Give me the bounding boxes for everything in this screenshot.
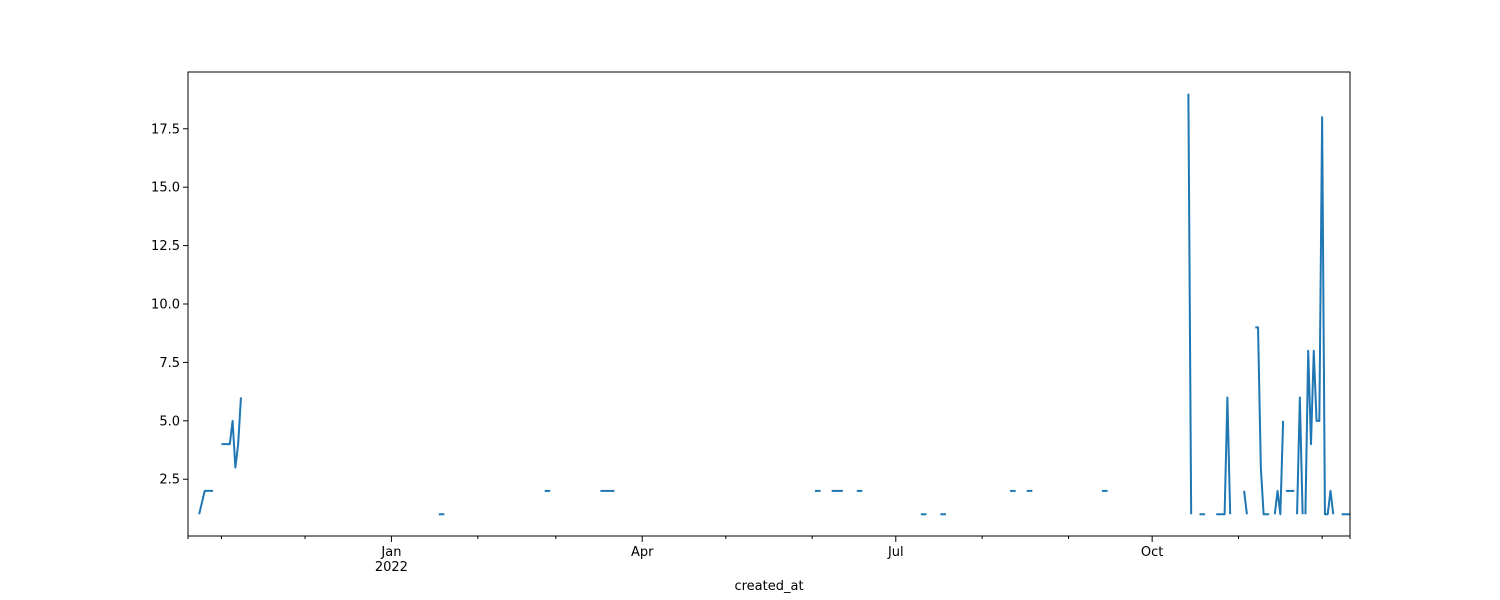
x-tick-sublabel: 2022 xyxy=(375,560,408,575)
x-tick-label: Apr xyxy=(631,545,654,560)
y-tick-label: 10.0 xyxy=(151,298,180,313)
series-line-segment xyxy=(1243,490,1248,515)
series-line-segment xyxy=(1304,116,1335,516)
series-line-segment xyxy=(1296,396,1304,515)
series-line-segment xyxy=(1255,326,1270,516)
series-line-group xyxy=(198,93,1350,516)
plot-frame xyxy=(187,71,1351,537)
series-line-segment xyxy=(1216,396,1232,516)
series-line-segment xyxy=(198,489,214,515)
x-tick-label: Oct xyxy=(1141,545,1163,560)
plot-area xyxy=(198,93,1350,516)
y-tick-label: 5.0 xyxy=(159,414,180,429)
y-axis: 2.5 5.0 7.5 10.0 12.5 15.0 17.5 xyxy=(151,122,188,488)
x-axis-label: created_at xyxy=(734,579,803,594)
y-tick-label: 12.5 xyxy=(151,239,180,254)
y-tick-label: 7.5 xyxy=(159,356,180,371)
x-tick-label: Jan xyxy=(380,545,401,560)
series-line-segment xyxy=(221,397,242,469)
y-tick-label: 2.5 xyxy=(159,473,180,488)
series-line-segment xyxy=(1187,93,1193,515)
y-tick-label: 17.5 xyxy=(151,122,180,137)
y-tick-label: 15.0 xyxy=(151,181,180,196)
series-line-segment xyxy=(1273,420,1285,516)
x-tick-label: Jul xyxy=(887,545,904,560)
